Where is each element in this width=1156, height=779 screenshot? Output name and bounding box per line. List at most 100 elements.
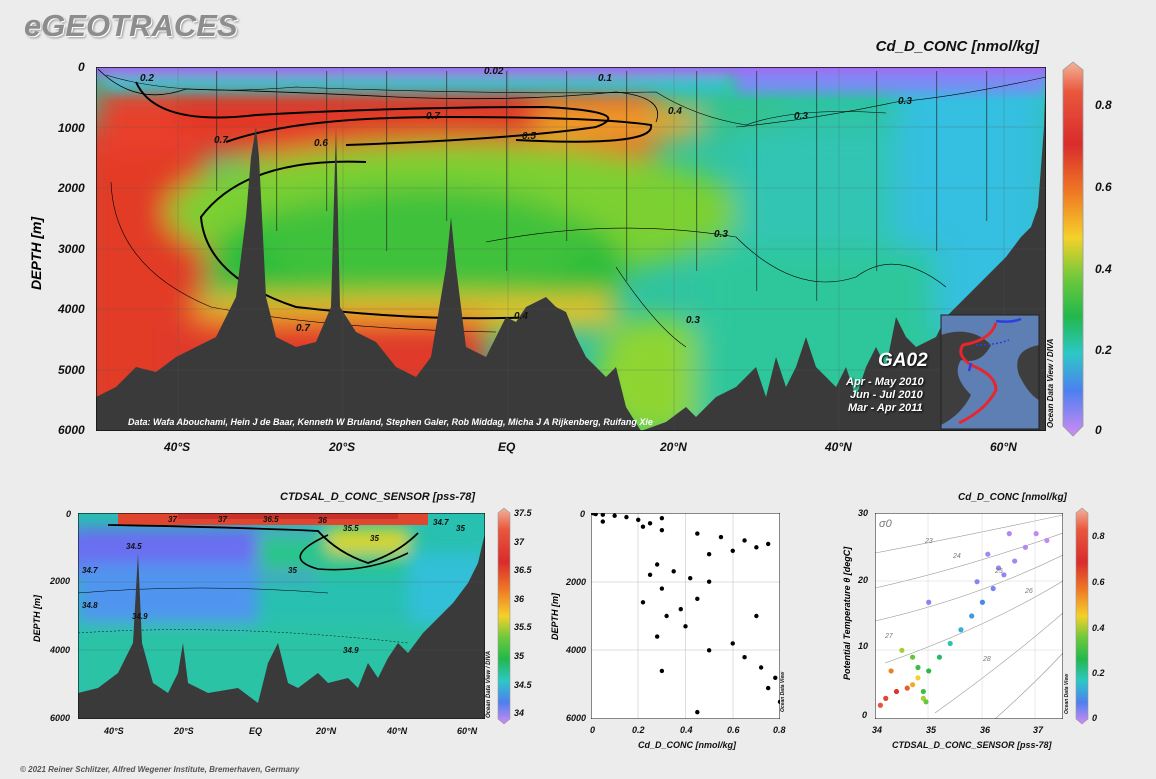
salinity-x-tick: 40°N	[387, 726, 408, 736]
ts-y-tick: 20	[858, 575, 869, 585]
main-section-plot: 0.2 0.02 0.1 0.3 0.4 0.3 0.7 0.7 0.6 0.5…	[96, 67, 1046, 431]
ts-point	[915, 664, 921, 671]
profile-point	[754, 613, 759, 619]
brand-logo: eGEOTRACES	[24, 8, 238, 43]
ts-point	[926, 599, 932, 605]
cruise-inset-map	[940, 314, 1040, 430]
profile-point	[765, 541, 771, 547]
contour-label: 34.9	[132, 612, 148, 621]
salinity-x-tick: 20°S	[174, 726, 194, 736]
ts-point	[1044, 537, 1050, 544]
profile-x-tick: 0.8	[773, 725, 786, 735]
contour-label: 0.02	[484, 67, 504, 77]
profile-point	[612, 513, 617, 518]
salinity-x-tick: EQ	[249, 726, 263, 736]
colorbar-tick: 0.8	[1095, 98, 1112, 112]
contour-label: 36.5	[263, 515, 279, 524]
salinity-x-tick: 60°N	[457, 726, 478, 736]
ts-colorbar	[1075, 507, 1089, 725]
profile-point	[773, 675, 778, 680]
ts-x-tick: 34	[872, 725, 883, 735]
main-colorbar	[1062, 61, 1084, 437]
salinity-colorbar-tick: 37.5	[514, 508, 532, 518]
salinity-y-tick: 4000	[50, 645, 71, 655]
profile-point	[647, 521, 653, 526]
profile-point	[706, 579, 712, 584]
ts-y-tick: 10	[858, 641, 869, 651]
contour-label: 0.4	[514, 311, 528, 322]
contour-label: 0.3	[794, 111, 808, 122]
ts-x-tick: 37	[1033, 725, 1044, 735]
contour-label: 0.7	[296, 323, 310, 334]
profile-point	[647, 572, 653, 577]
profile-point	[695, 596, 700, 602]
profile-point	[654, 562, 660, 567]
profile-point	[718, 534, 724, 540]
profile-y-tick: 4000	[566, 645, 587, 655]
odv-credit: Ocean Data View / DIVA	[486, 650, 492, 718]
seafloor-bathymetry	[96, 67, 1046, 431]
ts-point	[910, 682, 916, 688]
ts-x-tick: 35	[926, 725, 937, 735]
ts-point	[936, 654, 943, 660]
isopycnal-label: 25	[994, 568, 1003, 575]
contour-label: 0.5	[522, 131, 536, 142]
ts-point	[899, 647, 905, 653]
ts-point	[915, 675, 921, 681]
profile-point	[730, 548, 735, 553]
contour-label: 37	[168, 515, 177, 524]
contour-label: 34.8	[82, 601, 98, 610]
contour-label: 0.3	[714, 229, 728, 240]
ts-point	[974, 579, 980, 585]
contour-label: 0.2	[140, 73, 154, 84]
salinity-colorbar-tick: 36	[514, 594, 525, 604]
main-x-tick: 40°S	[164, 440, 191, 454]
salinity-y-tick: 2000	[50, 576, 71, 586]
ts-point	[1022, 544, 1028, 550]
profile-point	[754, 545, 759, 550]
ts-point	[883, 695, 889, 701]
ts-title: Cd_D_CONC [nmol/kg]	[958, 492, 1067, 503]
salinity-y-tick: 0	[66, 509, 72, 519]
main-y-tick: 5000	[58, 363, 85, 377]
main-x-tick: 60°N	[990, 440, 1017, 454]
ts-scatter-plot: σ0 23 24 25 26 27 28	[875, 513, 1063, 719]
ts-point	[1033, 531, 1039, 537]
profile-scatter-plot	[591, 513, 780, 719]
contour-label: 34.5	[126, 542, 142, 551]
contour-label: 0.1	[598, 73, 612, 84]
ts-y-tick: 0	[862, 710, 868, 720]
ts-point	[877, 702, 883, 708]
salinity-colorbar-tick: 34	[514, 708, 525, 718]
cruise-period: Mar - Apr 2011	[848, 402, 923, 414]
contour-label: 0.4	[668, 106, 682, 117]
ts-x-tick: 36	[980, 725, 991, 735]
data-credits: Data: Wafa Abouchami, Hein J de Baar, Ke…	[128, 417, 653, 427]
ts-point	[926, 668, 932, 674]
profile-point	[640, 600, 646, 605]
salinity-x-tick: 20°N	[316, 726, 337, 736]
main-chart-title: Cd_D_CONC [nmol/kg]	[875, 38, 1039, 55]
cruise-period: Apr - May 2010	[846, 376, 924, 388]
profile-point	[624, 514, 629, 520]
colorbar-tick: 0.4	[1095, 262, 1112, 276]
ts-point	[979, 599, 986, 605]
ts-x-axis-label: CTDSAL_D_CONC_SENSOR [pss-78]	[892, 740, 1052, 750]
profile-point	[659, 527, 665, 533]
salinity-colorbar-tick: 35.5	[514, 622, 532, 632]
profile-point	[671, 569, 676, 574]
ts-colorbar-tick: 0	[1092, 713, 1098, 723]
contour-label: 34.7	[82, 566, 98, 575]
profile-x-tick: 0.2	[632, 725, 645, 735]
profile-x-tick: 0.6	[727, 725, 740, 735]
profile-x-tick: 0	[590, 725, 596, 735]
main-y-tick: 6000	[58, 423, 85, 437]
profile-point	[683, 624, 688, 629]
profile-point	[706, 552, 712, 557]
profile-point	[706, 648, 712, 653]
main-y-axis-label: DEPTH [m]	[28, 216, 44, 290]
salinity-y-tick: 6000	[50, 713, 71, 723]
profile-point	[742, 538, 747, 543]
profile-point	[688, 576, 693, 581]
contour-label: 0.6	[314, 138, 328, 149]
